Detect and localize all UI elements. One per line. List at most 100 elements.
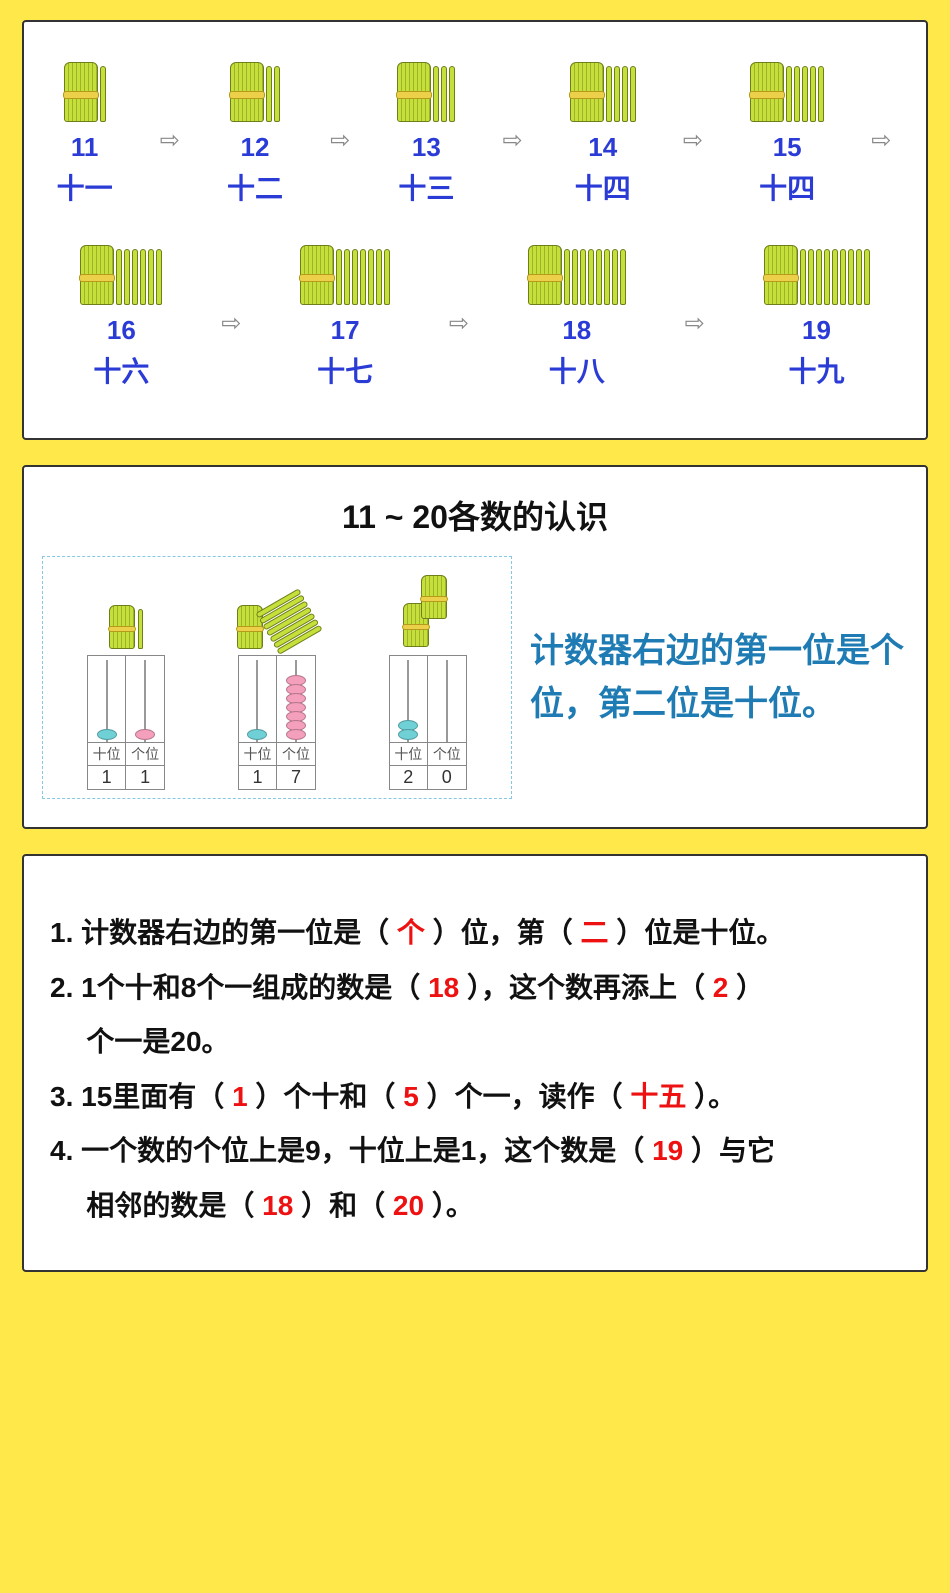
stick-icon [818,66,824,122]
abacus-col-tens: 十位1 [239,656,277,789]
sticks-graphic [570,52,636,122]
q3-ans3: 十五 [630,1081,686,1112]
q4-ans1: 19 [652,1135,683,1166]
arrow-icon: ⇨ [869,126,893,155]
q4-text4: ）和（ [301,1190,393,1221]
stick-icon [588,249,594,305]
abacus-col-tens: 十位2 [390,656,428,789]
panel2-body: 十位1个位1十位1个位7十位2个位0 计数器右边的第一位是个位，第二位是十位。 [42,556,908,799]
stick-cell-14: 14十四 [570,52,636,207]
chinese-label: 十四 [759,167,815,207]
abacus-col-label: 十位 [390,742,427,765]
stick-icon [824,249,830,305]
q4: 4. 一个数的个位上是9，十位上是1，这个数是（ 19 ）与它 [50,1124,900,1179]
panel2-side-text: 计数器右边的第一位是个位，第二位是十位。 [530,625,908,730]
number-label: 15 [773,132,802,163]
q4-ans3: 20 [393,1190,424,1221]
counter-unit: 十位1个位1 [87,571,165,790]
sticks-graphic [528,235,626,305]
stick-icon [449,66,455,122]
stick-bundle-icon [764,245,798,305]
q3-ans2: 5 [403,1081,419,1112]
abacus-col-value: 0 [428,765,466,789]
q3-ans1: 1 [232,1081,248,1112]
stick-cell-13: 13十三 [397,52,455,207]
chinese-label: 十一 [57,167,113,207]
stick-icon [786,66,792,122]
abacus-col-label: 十位 [239,742,276,765]
abacus-col-value: 7 [277,765,315,789]
chinese-label: 十九 [788,350,844,390]
bead-icon [398,729,418,740]
stick-cell-11: 11 十一 [57,52,113,207]
arrow-icon: ⇨ [447,309,471,338]
stick-icon [274,66,280,122]
stick-bundle-icon [528,245,562,305]
stick-icon [848,249,854,305]
stick-icon [840,249,846,305]
stick-cell-17: 17十七 [300,235,390,390]
abacus-rod [239,656,276,742]
abacus: 十位1个位7 [238,655,316,790]
stick-icon [124,249,130,305]
stick-icon [352,249,358,305]
number-label: 11 [71,132,99,163]
q3-text4: ）。 [694,1081,736,1112]
stick-bundle-icon [230,62,264,122]
stick-icon [156,249,162,305]
stick-icon [100,66,106,122]
stick-icon [360,249,366,305]
stick-cell-15: 15 十四 [750,52,824,207]
q3-text3: ）个一，读作（ [427,1081,623,1112]
bead-icon [286,729,306,740]
q4-text: 4. 一个数的个位上是9，十位上是1，这个数是（ [50,1135,644,1166]
q2-ans2: 2 [713,972,729,1003]
abacus-col-label: 个位 [126,742,164,765]
abacus-col-label: 十位 [88,742,125,765]
abacus-col-value: 1 [239,765,276,789]
abacus-rod [88,656,125,742]
abacus-rod [428,656,466,742]
stick-icon [368,249,374,305]
stick-icon [580,249,586,305]
q2-text2: ），这个数再添上（ [467,972,705,1003]
stick-icon [816,249,822,305]
stick-icon [336,249,342,305]
sticks-graphic [397,52,455,122]
number-label: 19 [802,315,831,346]
stick-icon [441,66,447,122]
stick-icon [794,66,800,122]
stick-bundle-icon [64,62,98,122]
q4-text5: ）。 [432,1190,474,1221]
stick-icon [606,66,612,122]
stick-icon [622,66,628,122]
abacus-col-value: 1 [126,765,164,789]
q2-line2: 个一是20。 [50,1015,900,1070]
stick-icon [800,249,806,305]
q2-text: 2. 1个十和8个一组成的数是（ [50,972,420,1003]
top-sticks [237,571,316,649]
q4-ans2: 18 [262,1190,293,1221]
arrow-icon: ⇨ [219,309,243,338]
stick-icon [596,249,602,305]
stick-bundle-icon [750,62,784,122]
abacus-col-value: 1 [88,765,125,789]
chinese-label: 十七 [317,350,373,390]
stick-bundle-icon [109,605,135,649]
chinese-label: 十四 [575,167,631,207]
stick-icon [572,249,578,305]
stick-icon [856,249,862,305]
abacus-rod [390,656,427,742]
counter-unit: 十位2个位0 [389,571,467,790]
stick-icon [620,249,626,305]
abacus-col-ones: 个位7 [277,656,315,789]
q1: 1. 计数器右边的第一位是（ 个 ）位，第（ 二 ）位是十位。 [50,906,900,961]
top-sticks [109,571,143,649]
stick-icon [614,66,620,122]
arrow-icon: ⇨ [683,309,707,338]
number-label: 13 [412,132,441,163]
q3-text2: ）个十和（ [255,1081,395,1112]
chinese-label: 十八 [549,350,605,390]
sticks-graphic [764,235,870,305]
stick-cell-19: 19 十九 [764,235,870,390]
